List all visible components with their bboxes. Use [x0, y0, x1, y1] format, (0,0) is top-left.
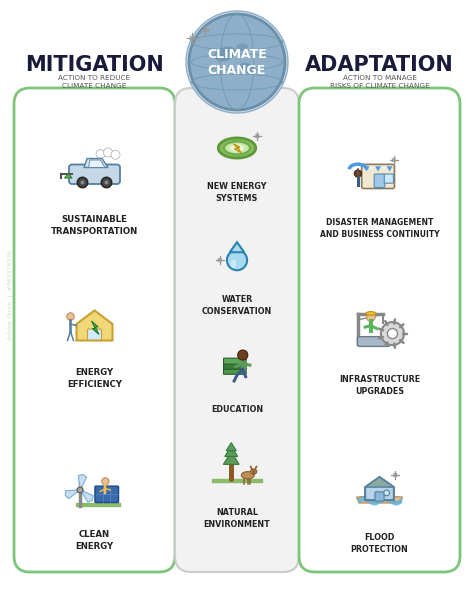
Polygon shape — [375, 166, 381, 172]
Circle shape — [111, 150, 120, 159]
FancyBboxPatch shape — [362, 165, 394, 188]
Ellipse shape — [230, 259, 236, 268]
Ellipse shape — [214, 46, 236, 62]
Circle shape — [354, 170, 362, 177]
Polygon shape — [226, 443, 236, 451]
Text: ADAPTATION: ADAPTATION — [305, 55, 454, 75]
Text: MITIGATION: MITIGATION — [25, 55, 164, 75]
Ellipse shape — [227, 250, 247, 270]
Polygon shape — [230, 242, 244, 252]
Polygon shape — [84, 159, 108, 168]
Circle shape — [101, 177, 112, 188]
FancyBboxPatch shape — [357, 337, 390, 346]
Circle shape — [80, 180, 85, 185]
Circle shape — [77, 177, 88, 188]
Text: CHANGE: CHANGE — [208, 63, 266, 76]
Polygon shape — [365, 477, 394, 487]
Ellipse shape — [250, 469, 257, 474]
Polygon shape — [78, 474, 87, 490]
Polygon shape — [80, 490, 93, 502]
Circle shape — [238, 350, 248, 360]
Circle shape — [387, 329, 398, 339]
Polygon shape — [89, 160, 105, 168]
Polygon shape — [65, 490, 80, 498]
Circle shape — [186, 11, 288, 113]
Text: ENERGY
EFFICIENCY: ENERGY EFFICIENCY — [67, 368, 122, 389]
Ellipse shape — [366, 311, 376, 315]
Polygon shape — [365, 477, 394, 500]
Polygon shape — [387, 166, 392, 172]
FancyBboxPatch shape — [175, 88, 299, 572]
Polygon shape — [91, 321, 99, 334]
FancyBboxPatch shape — [95, 486, 118, 503]
Text: FLOOD
PROTECTION: FLOOD PROTECTION — [351, 533, 409, 554]
Circle shape — [384, 490, 390, 496]
FancyBboxPatch shape — [224, 358, 246, 364]
Circle shape — [189, 14, 285, 110]
Text: ACTION TO REDUCE
CLIMATE CHANGE: ACTION TO REDUCE CLIMATE CHANGE — [58, 75, 130, 89]
FancyBboxPatch shape — [224, 368, 246, 374]
Polygon shape — [64, 173, 72, 178]
Polygon shape — [223, 452, 239, 464]
Circle shape — [102, 478, 109, 485]
Text: NATURAL
ENVIRONMENT: NATURAL ENVIRONMENT — [204, 508, 270, 529]
Circle shape — [96, 150, 105, 159]
FancyBboxPatch shape — [374, 174, 385, 188]
Text: EDUCATION: EDUCATION — [211, 405, 263, 414]
FancyBboxPatch shape — [224, 363, 246, 369]
Polygon shape — [76, 310, 112, 340]
FancyBboxPatch shape — [69, 165, 120, 184]
Text: CLIMATE: CLIMATE — [207, 47, 267, 60]
Polygon shape — [356, 490, 402, 503]
Ellipse shape — [219, 138, 255, 158]
FancyBboxPatch shape — [14, 88, 175, 572]
Circle shape — [104, 180, 109, 185]
Text: DISASTER MANAGEMENT
AND BUSINESS CONTINUITY: DISASTER MANAGEMENT AND BUSINESS CONTINU… — [319, 218, 439, 239]
Ellipse shape — [239, 63, 255, 73]
Polygon shape — [369, 166, 375, 172]
Circle shape — [67, 313, 74, 320]
Text: SUSTAINABLE
TRANSPORTATION: SUSTAINABLE TRANSPORTATION — [51, 215, 138, 236]
Circle shape — [77, 487, 83, 493]
FancyBboxPatch shape — [384, 174, 393, 183]
Ellipse shape — [236, 43, 248, 50]
Text: NEW ENERGY
SYSTEMS: NEW ENERGY SYSTEMS — [207, 182, 267, 203]
Circle shape — [381, 322, 404, 345]
FancyBboxPatch shape — [375, 492, 384, 501]
Ellipse shape — [224, 141, 250, 155]
Ellipse shape — [241, 472, 254, 479]
Polygon shape — [233, 144, 241, 153]
Text: CLEAN
ENERGY: CLEAN ENERGY — [75, 530, 114, 551]
Text: ACTION TO MANAGE
RISKS OF CLIMATE CHANGE: ACTION TO MANAGE RISKS OF CLIMATE CHANGE — [329, 75, 429, 89]
Ellipse shape — [230, 144, 244, 152]
Text: WATER
CONSERVATION: WATER CONSERVATION — [202, 295, 272, 316]
Polygon shape — [364, 166, 369, 172]
Circle shape — [366, 313, 375, 321]
Polygon shape — [225, 446, 238, 456]
FancyBboxPatch shape — [299, 88, 460, 572]
FancyBboxPatch shape — [88, 329, 101, 340]
Circle shape — [103, 148, 112, 157]
Text: INFRASTRUCTURE
UPGRADES: INFRASTRUCTURE UPGRADES — [339, 375, 420, 396]
Text: Adobe Stock  |  #463576536: Adobe Stock | #463576536 — [7, 250, 13, 340]
Polygon shape — [381, 166, 387, 172]
